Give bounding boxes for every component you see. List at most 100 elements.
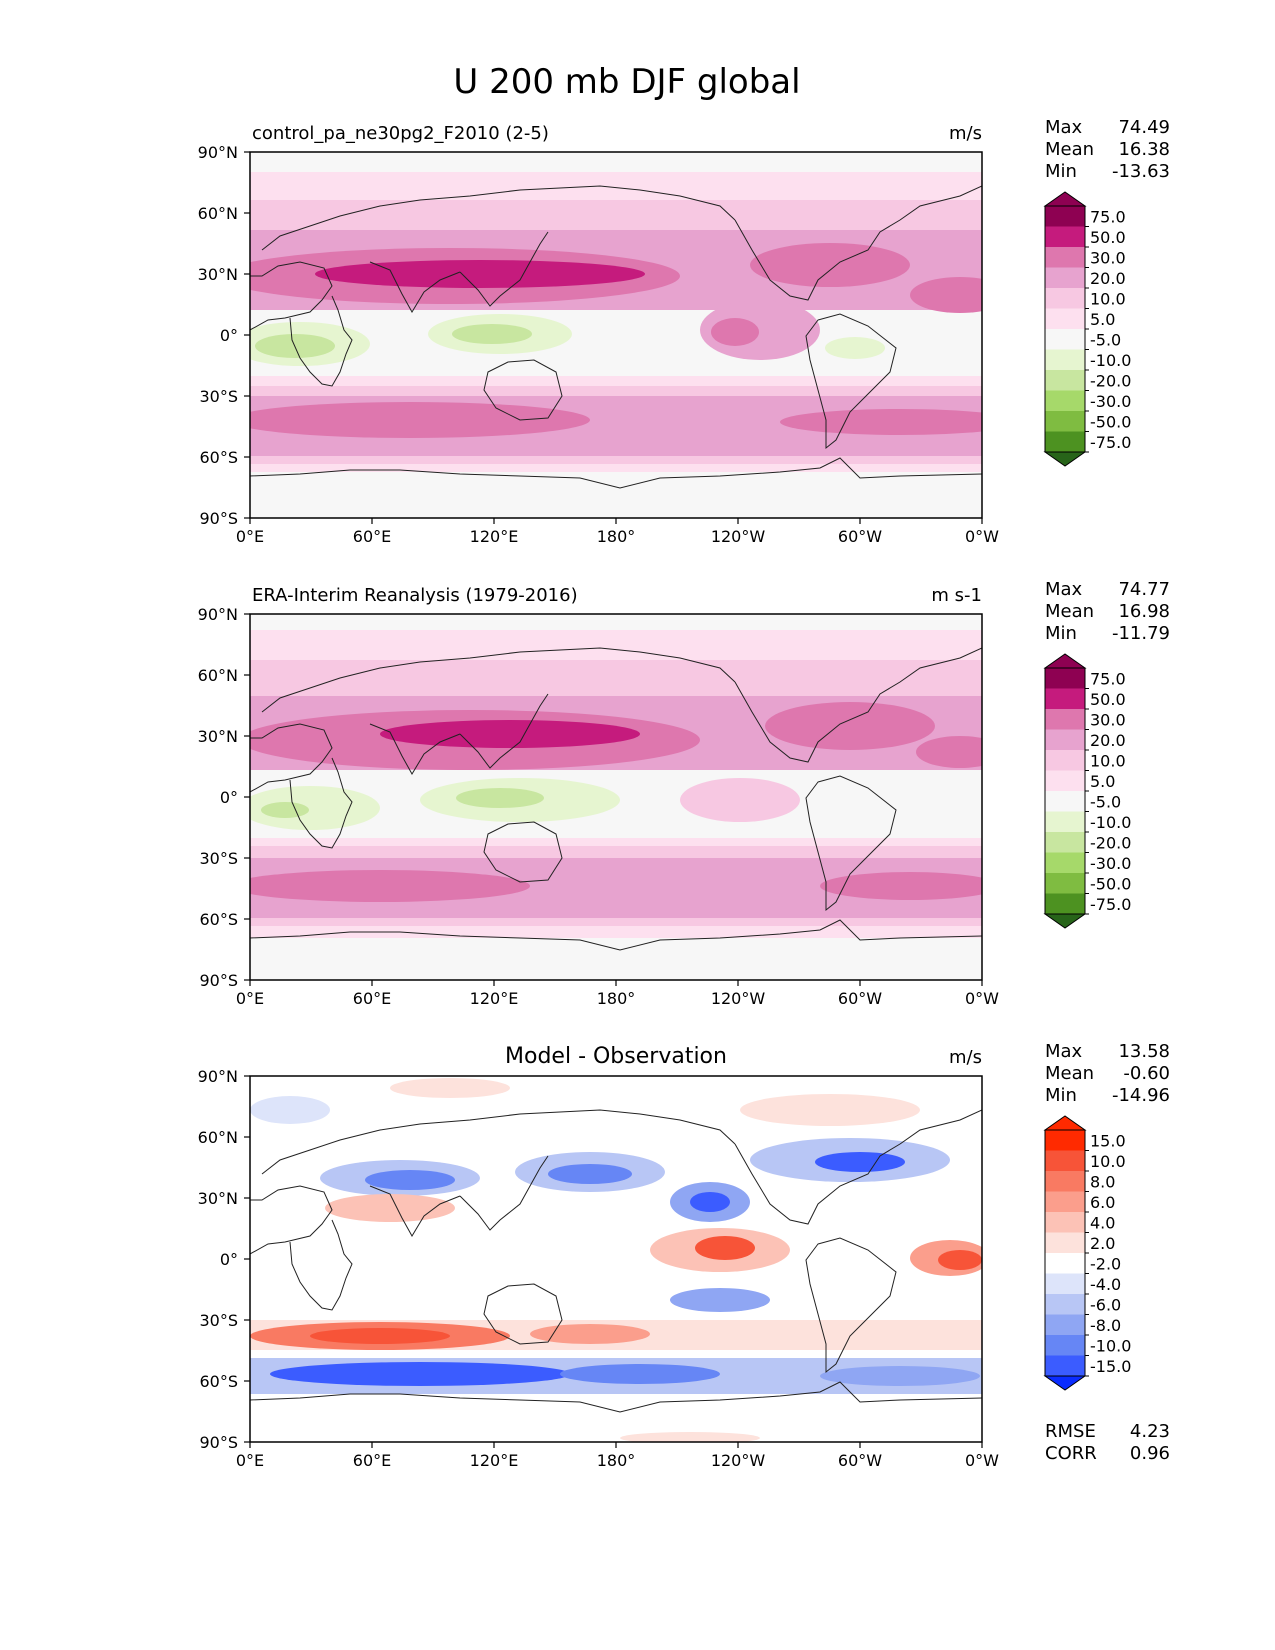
- colorbar-tick-label: 6.0: [1090, 1193, 1115, 1212]
- anomaly-negative: [670, 1288, 770, 1312]
- colorbar-tick-label: -8.0: [1090, 1316, 1121, 1335]
- stat-value-min: -14.96: [1112, 1085, 1170, 1106]
- stat-value-mean: 16.38: [1118, 139, 1170, 160]
- panel-model-units: m/s: [949, 123, 982, 144]
- easterly-zone: [452, 324, 532, 344]
- panel-obs-map: [250, 614, 982, 980]
- coastline-south-america: [805, 775, 897, 912]
- stat-value-max: 74.77: [1118, 579, 1170, 600]
- coastline-australia: [483, 821, 563, 883]
- x-tick-label: 0°E: [236, 527, 264, 546]
- colorbar-tick-label: 20.0: [1090, 731, 1126, 750]
- stat-label-max: Max: [1045, 117, 1083, 138]
- colorbar-segment: [1045, 1335, 1085, 1356]
- panel-obs-units: m s-1: [931, 585, 982, 606]
- colorbar-segment: [1045, 1212, 1085, 1233]
- jet-core: [380, 720, 640, 748]
- panel-diff: Model - Observation m/s: [198, 1041, 1170, 1470]
- jet-core: [820, 872, 982, 900]
- colorbar-tick-label: -75.0: [1090, 433, 1131, 452]
- coastline-africa: [250, 261, 333, 331]
- stat-value-max: 13.58: [1118, 1041, 1170, 1062]
- anomaly-negative: [250, 1096, 330, 1124]
- figure-title: U 200 mb DJF global: [453, 62, 800, 102]
- colorbar-tick-label: 75.0: [1090, 670, 1126, 689]
- colorbar-tick-label: -30.0: [1090, 854, 1131, 873]
- panel-obs-left-title: ERA-Interim Reanalysis (1979-2016): [252, 585, 578, 606]
- anomaly-positive: [530, 1324, 650, 1344]
- coastline-australia: [483, 359, 563, 421]
- x-tick-label: 180°: [597, 989, 636, 1008]
- colorbar-tick-label: 5.0: [1090, 310, 1115, 329]
- colorbar-segment: [1045, 791, 1085, 812]
- panel-obs-ticks: 0°E 60°E 120°E 180° 120°W 60°W 0°W 90°N 60°N 30°N…: [198, 605, 1000, 1008]
- colorbar-segment: [1045, 308, 1085, 330]
- contour-bands: [250, 1078, 982, 1442]
- panel-obs-colorbar: 75.050.0 30.020.0 10.05.0 -5.0-10.0 -20.0-30…: [1043, 653, 1131, 929]
- colorbar-segment: [1045, 1355, 1085, 1377]
- stat-label-min: Min: [1045, 623, 1077, 644]
- y-tick-label: 90°N: [198, 605, 238, 624]
- colorbar-segment: [1045, 226, 1085, 248]
- stat-value-mean: 16.98: [1118, 601, 1170, 622]
- colorbar-tick-label: -20.0: [1090, 372, 1131, 391]
- colorbar-segment: [1045, 1294, 1085, 1315]
- panel-diff-map: [250, 1076, 982, 1442]
- colorbar-segment: [1045, 750, 1085, 771]
- panel-diff-stats: Max 13.58 Mean -0.60 Min -14.96: [1045, 1041, 1170, 1106]
- colorbar-tick-label: 10.0: [1090, 1152, 1126, 1171]
- panel-obs: ERA-Interim Reanalysis (1979-2016) m s-1: [198, 579, 1170, 1008]
- coastlines: [250, 185, 982, 489]
- stat-value-mean: -0.60: [1123, 1063, 1170, 1084]
- x-tick-label: 60°E: [353, 989, 391, 1008]
- anomaly-positive: [325, 1194, 455, 1222]
- colorbar-segment: [1045, 709, 1085, 730]
- x-tick-label: 120°E: [470, 527, 519, 546]
- colorbar-segment: [1045, 288, 1085, 309]
- x-tick-label: 120°W: [711, 527, 766, 546]
- colorbar-segment: [1045, 770, 1085, 792]
- y-tick-label: 30°N: [198, 265, 238, 284]
- colorbar-tick-label: 30.0: [1090, 711, 1126, 730]
- x-tick-label: 120°W: [711, 989, 766, 1008]
- anomaly-negative: [820, 1366, 980, 1386]
- panel-obs-stats: Max 74.77 Mean 16.98 Min -11.79: [1045, 579, 1170, 644]
- colorbar-tick-label: 15.0: [1090, 1132, 1126, 1151]
- anomaly-negative: [548, 1164, 632, 1184]
- colorbar-segment: [1045, 329, 1085, 350]
- colorbar-tick-label: 8.0: [1090, 1173, 1115, 1192]
- colorbar-segment: [1045, 267, 1085, 289]
- colorbar-segment: [1045, 1130, 1085, 1151]
- colorbar-segment: [1045, 206, 1085, 227]
- x-tick-label: 0°E: [236, 1451, 264, 1470]
- colorbar-segment: [1045, 1253, 1085, 1274]
- colorbar-segment: [1045, 349, 1085, 371]
- panel-model-colorbar: 75.050.0 30.020.0 10.05.0 -5.0-10.0 -20.0-30…: [1043, 191, 1131, 467]
- coastline-eurasia: [261, 1109, 736, 1175]
- colorbar-tick-label: -50.0: [1090, 413, 1131, 432]
- colorbar-segment: [1045, 811, 1085, 833]
- stat-label-max: Max: [1045, 579, 1083, 600]
- stat-value-min: -13.63: [1112, 161, 1170, 182]
- colorbar-tick-label: -2.0: [1090, 1255, 1121, 1274]
- colorbar-segment: [1045, 390, 1085, 412]
- y-tick-label: 0°: [220, 1250, 238, 1269]
- x-tick-label: 60°E: [353, 1451, 391, 1470]
- panel-model-map: [250, 152, 982, 518]
- corr-value: 0.96: [1130, 1443, 1170, 1464]
- colorbar-tick-label: 4.0: [1090, 1214, 1115, 1233]
- easterly-zone: [825, 337, 885, 359]
- coastline-eurasia: [261, 647, 736, 713]
- x-tick-label: 60°E: [353, 527, 391, 546]
- y-tick-label: 60°S: [199, 910, 238, 929]
- colorbar-segment: [1045, 431, 1085, 453]
- anomaly-positive: [938, 1250, 982, 1270]
- y-tick-label: 30°S: [199, 387, 238, 406]
- colorbar-segment: [1045, 873, 1085, 894]
- colorbar-extend-max: [1043, 191, 1087, 207]
- x-tick-label: 120°E: [470, 1451, 519, 1470]
- jet-core: [780, 409, 982, 435]
- colorbar-tick-label: 5.0: [1090, 772, 1115, 791]
- x-tick-label: 60°W: [838, 989, 882, 1008]
